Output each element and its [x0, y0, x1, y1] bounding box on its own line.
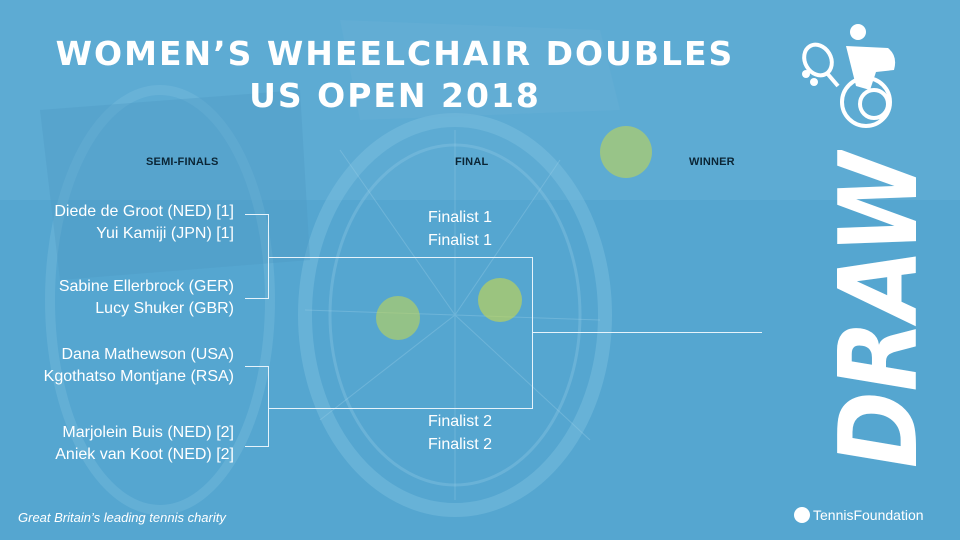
bracket-line [245, 446, 269, 447]
final-1-player-2: Finalist 1 [428, 232, 493, 249]
final-2-player-1: Finalist 2 [428, 413, 493, 430]
tennis-foundation-logo: TennisFoundation [794, 507, 924, 523]
final-1-player-1: Finalist 1 [428, 209, 493, 226]
brand-suffix: Foundation [853, 507, 924, 523]
semi-2-player-2: Lucy Shuker (GBR) [95, 300, 234, 317]
semi-1-player-1: Diede de Groot (NED) [1] [54, 203, 234, 220]
wheelchair-tennis-player-icon [802, 24, 896, 128]
semi-1-player-2: Yui Kamiji (JPN) [1] [96, 225, 234, 242]
draw-label-graphic: DRAW [817, 150, 932, 468]
bracket-line [268, 214, 269, 299]
footer-tagline: Great Britain’s leading tennis charity [18, 510, 226, 525]
bracket-line [245, 366, 269, 367]
bracket-line [268, 408, 533, 409]
semi-2-player-1: Sabine Ellerbrock (GER) [58, 278, 234, 295]
poster-title-line2: US OPEN 2018 [249, 76, 541, 115]
heading-final: FINAL [455, 156, 489, 168]
bracket-line [268, 257, 533, 258]
tennis-ball-icon [600, 126, 652, 178]
semi-3-player-1: Dana Mathewson (USA) [61, 346, 234, 363]
bracket-line [245, 298, 269, 299]
semi-4-player-1: Marjolein Buis (NED) [2] [62, 424, 234, 441]
heading-semi-finals: SEMI-FINALS [146, 156, 219, 168]
tennis-ball-icon [376, 296, 420, 340]
bracket-line [245, 214, 269, 215]
semi-3-player-2: Kgothatso Montjane (RSA) [43, 368, 234, 385]
poster-title-line1: WOMEN’S WHEELCHAIR DOUBLES [55, 34, 735, 73]
bracket-line [532, 332, 762, 333]
brand-prefix: Tennis [813, 507, 854, 523]
bracket-line [532, 257, 533, 409]
semi-4-player-2: Aniek van Koot (NED) [2] [55, 446, 234, 463]
tennis-ball-icon [478, 278, 522, 322]
final-2-player-2: Finalist 2 [428, 436, 493, 453]
heading-winner: WINNER [689, 156, 735, 168]
tennis-ball-icon [794, 507, 810, 523]
bracket-line [268, 366, 269, 447]
draw-label: DRAW [817, 150, 932, 468]
